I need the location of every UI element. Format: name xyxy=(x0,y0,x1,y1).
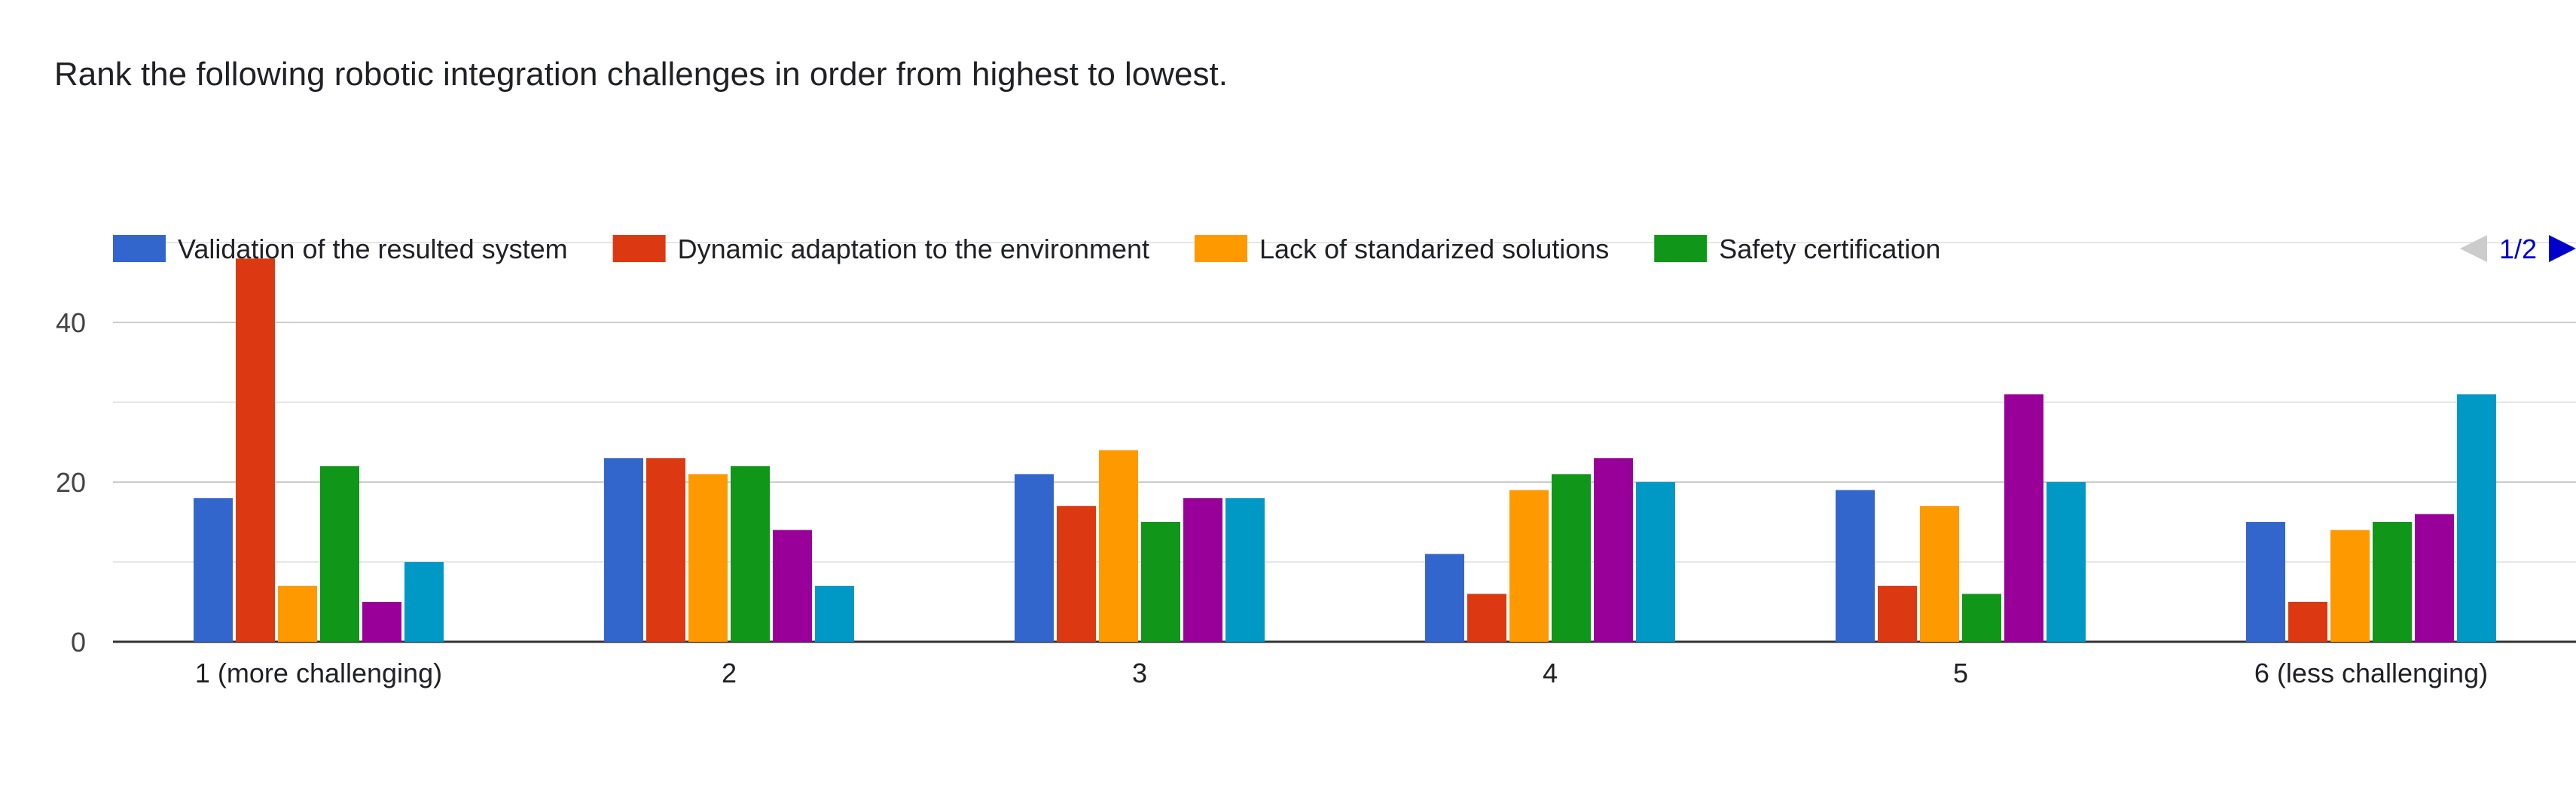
bar-1-series-5[interactable] xyxy=(362,602,401,642)
page-title: Rank the following robotic integration c… xyxy=(54,56,1228,93)
x-category-label: 1 (more challenging) xyxy=(195,658,442,688)
bar-2-series-2[interactable] xyxy=(646,458,685,642)
bar-6-series-2[interactable] xyxy=(2288,602,2327,642)
bar-4-series-5[interactable] xyxy=(1594,458,1633,642)
bar-6-series-1[interactable] xyxy=(2246,522,2285,642)
bar-2-series-6[interactable] xyxy=(815,585,854,642)
bar-2-series-5[interactable] xyxy=(773,530,812,642)
y-tick-label: 0 xyxy=(71,627,86,658)
legend-swatch xyxy=(612,235,666,262)
legend-swatch xyxy=(113,235,166,262)
legend-swatch xyxy=(1654,235,1708,262)
legend-entry-label: Validation of the resulted system xyxy=(178,234,568,264)
bar-6-series-3[interactable] xyxy=(2330,530,2370,642)
bar-5-series-5[interactable] xyxy=(2004,394,2043,642)
legend-entry-label: Safety certification xyxy=(1719,234,1940,264)
bar-1-series-4[interactable] xyxy=(320,466,359,642)
bar-3-series-6[interactable] xyxy=(1225,498,1265,642)
y-tick-label: 40 xyxy=(56,307,86,338)
bar-3-series-4[interactable] xyxy=(1141,522,1180,642)
bar-1-series-1[interactable] xyxy=(194,498,233,642)
bars xyxy=(194,258,2496,642)
legend-page-indicator: 1/2 xyxy=(2499,234,2537,264)
bar-3-series-1[interactable] xyxy=(1015,474,1054,642)
bar-1-series-6[interactable] xyxy=(404,562,444,642)
bar-5-series-4[interactable] xyxy=(1962,594,2001,642)
x-axis-labels: 1 (more challenging) 2 3 4 5 6 (less challeng… xyxy=(195,658,2488,688)
bar-4-series-6[interactable] xyxy=(1636,482,1675,642)
gridlines xyxy=(113,242,2576,643)
bar-5-series-6[interactable] xyxy=(2046,482,2086,642)
legend-entry-label: Dynamic adaptation to the environment xyxy=(678,234,1149,264)
bar-4-series-3[interactable] xyxy=(1509,490,1549,642)
triangle-right-icon[interactable] xyxy=(2549,235,2576,262)
bar-4-series-2[interactable] xyxy=(1467,594,1506,642)
triangle-left-icon[interactable] xyxy=(2460,235,2487,262)
x-category-label: 5 xyxy=(1953,658,1968,688)
bar-6-series-5[interactable] xyxy=(2415,514,2454,642)
bar-3-series-3[interactable] xyxy=(1099,450,1138,642)
y-axis-ticks: 0 20 40 xyxy=(56,307,86,658)
bar-2-series-4[interactable] xyxy=(731,466,770,642)
bar-1-series-2[interactable] xyxy=(236,258,275,642)
bar-2-series-3[interactable] xyxy=(688,474,728,642)
bar-4-series-1[interactable] xyxy=(1425,554,1464,642)
bar-6-series-6[interactable] xyxy=(2457,394,2496,642)
bar-5-series-3[interactable] xyxy=(1920,505,1959,642)
x-category-label: 4 xyxy=(1543,658,1558,688)
legend-pager: 1/2 xyxy=(2460,234,2576,264)
bar-3-series-5[interactable] xyxy=(1183,498,1222,642)
x-category-label: 2 xyxy=(722,658,737,688)
legend-swatch xyxy=(1194,235,1247,262)
x-category-label: 6 (less challenging) xyxy=(2254,658,2488,688)
bar-3-series-2[interactable] xyxy=(1057,505,1096,642)
bar-6-series-4[interactable] xyxy=(2373,522,2412,642)
x-category-label: 3 xyxy=(1132,658,1147,688)
bar-5-series-1[interactable] xyxy=(1836,490,1875,642)
bar-5-series-2[interactable] xyxy=(1878,585,1917,642)
y-tick-label: 20 xyxy=(56,467,86,498)
bar-4-series-4[interactable] xyxy=(1552,474,1591,642)
legend: Validation of the resulted system Dynamic… xyxy=(113,234,1940,264)
bar-1-series-3[interactable] xyxy=(278,585,317,642)
bar-2-series-1[interactable] xyxy=(604,458,643,642)
legend-entry-label: Lack of standarized solutions xyxy=(1259,234,1609,264)
